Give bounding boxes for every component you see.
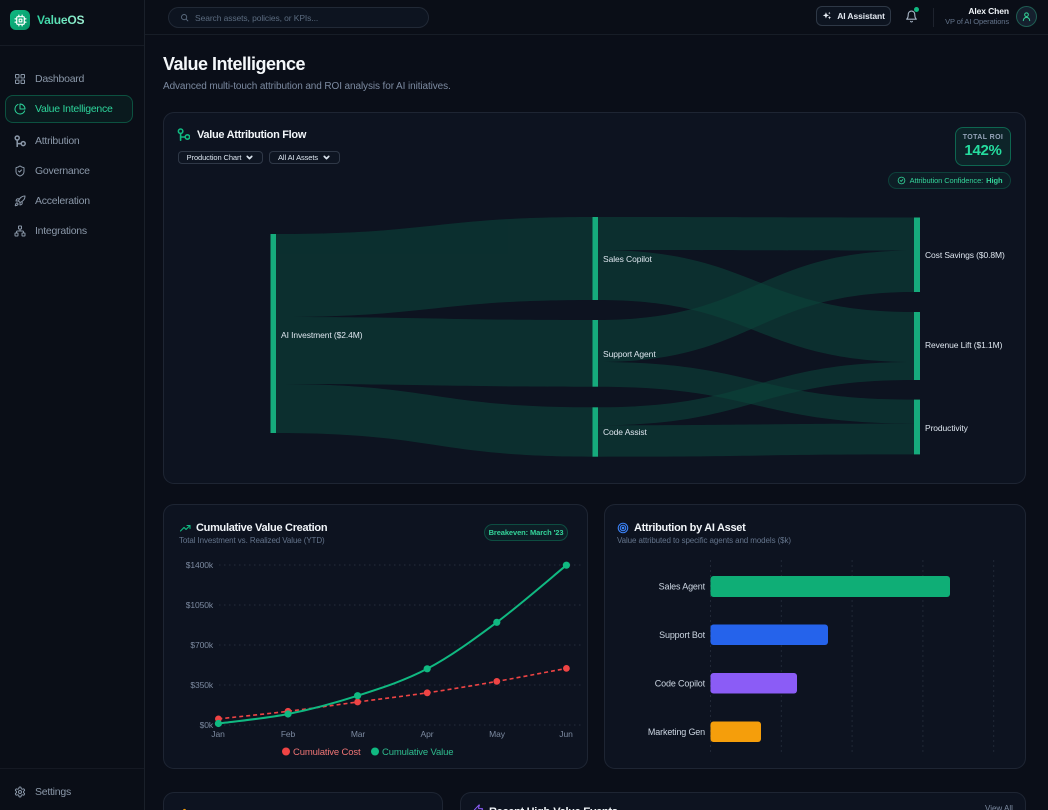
svg-text:Apr: Apr xyxy=(421,729,434,739)
svg-text:Support Bot: Support Bot xyxy=(659,630,706,640)
svg-text:$700k: $700k xyxy=(190,640,214,650)
svg-text:Support Agent: Support Agent xyxy=(603,349,656,359)
svg-text:$350k: $350k xyxy=(190,680,214,690)
svg-text:Marketing Gen: Marketing Gen xyxy=(648,727,705,737)
svg-text:Feb: Feb xyxy=(281,729,296,739)
svg-text:Code Copilot: Code Copilot xyxy=(655,679,706,689)
svg-text:Sales Copilot: Sales Copilot xyxy=(603,254,653,264)
svg-text:Code Assist: Code Assist xyxy=(603,427,648,437)
svg-text:Sales Agent: Sales Agent xyxy=(659,582,706,592)
svg-text:Cost Savings ($0.8M): Cost Savings ($0.8M) xyxy=(925,250,1005,260)
svg-text:Cumulative Cost: Cumulative Cost xyxy=(293,747,361,758)
svg-text:$0k: $0k xyxy=(200,720,214,730)
svg-text:Revenue Lift ($1.1M): Revenue Lift ($1.1M) xyxy=(925,340,1003,350)
svg-text:May: May xyxy=(489,729,506,739)
svg-text:Jun: Jun xyxy=(559,729,573,739)
svg-text:$1050k: $1050k xyxy=(186,600,214,610)
svg-text:Cumulative Value: Cumulative Value xyxy=(382,747,453,758)
svg-text:$1400k: $1400k xyxy=(186,560,214,570)
svg-text:Jan: Jan xyxy=(211,729,225,739)
svg-text:Productivity: Productivity xyxy=(925,423,969,433)
svg-text:AI Investment ($2.4M): AI Investment ($2.4M) xyxy=(281,330,363,340)
svg-text:Mar: Mar xyxy=(351,729,366,739)
